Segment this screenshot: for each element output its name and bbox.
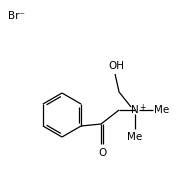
- Text: Br⁻: Br⁻: [8, 11, 25, 21]
- Text: N: N: [131, 105, 139, 115]
- Text: Me: Me: [127, 132, 143, 142]
- Text: +: +: [139, 103, 146, 111]
- Text: OH: OH: [108, 61, 124, 71]
- Text: O: O: [98, 148, 106, 158]
- Text: Me: Me: [154, 105, 169, 115]
